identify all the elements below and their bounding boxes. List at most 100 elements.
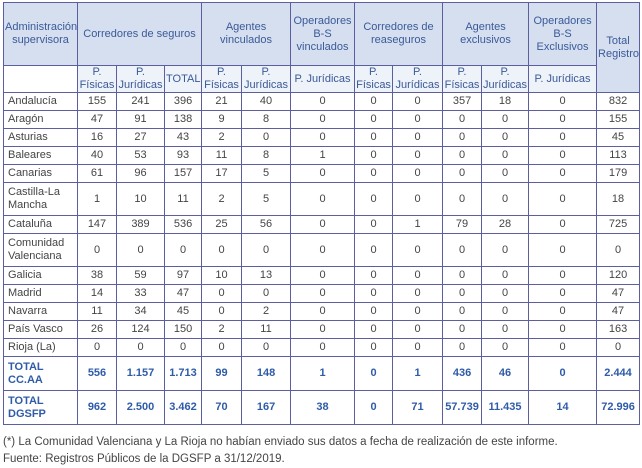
table-cell: 33 bbox=[116, 284, 165, 303]
subheader-cell: P. Jurídicas bbox=[116, 65, 165, 93]
table-cell: 0 bbox=[354, 320, 394, 339]
table-cell: 45 bbox=[163, 302, 203, 321]
table-cell: 389 bbox=[116, 215, 165, 234]
table-cell: 0 bbox=[163, 338, 203, 357]
table-cell: 0 bbox=[354, 110, 394, 129]
row-label: Asturias bbox=[3, 128, 78, 147]
table-cell: 0 bbox=[528, 233, 598, 267]
table-cell: 1 bbox=[392, 215, 444, 234]
table-cell: 93 bbox=[163, 146, 203, 165]
table-cell: 0 bbox=[392, 320, 444, 339]
table-cell: 0 bbox=[354, 215, 394, 234]
table-cell: 0 bbox=[392, 182, 444, 216]
table-cell: 10 bbox=[116, 182, 165, 216]
table-row: Madrid 14 33 47 0 0 0 0 0 0 0 0 47 bbox=[3, 284, 641, 303]
table-cell: 18 bbox=[596, 182, 641, 216]
subheader-cell: TOTAL bbox=[163, 65, 203, 93]
table-cell: 0 bbox=[442, 338, 483, 357]
table-cell: 0 bbox=[392, 146, 444, 165]
row-label: Andalucía bbox=[3, 92, 78, 111]
header-agentes-vinculados: Agentes vinculados bbox=[201, 2, 292, 66]
table-cell: 0 bbox=[290, 266, 356, 285]
table-cell: 0 bbox=[528, 128, 598, 147]
table-cell: 97 bbox=[163, 266, 203, 285]
header-corredores-seguros: Corredores de seguros bbox=[76, 2, 203, 66]
table-cell: 962 bbox=[77, 390, 117, 425]
table-row: Aragón 47 91 138 9 8 0 0 0 0 0 0 155 bbox=[3, 110, 641, 129]
table-cell: 113 bbox=[596, 146, 641, 165]
row-label: País Vasco bbox=[3, 320, 78, 339]
table-cell: 0 bbox=[528, 110, 598, 129]
table-cell: 0 bbox=[481, 164, 530, 183]
table-cell: 0 bbox=[442, 233, 483, 267]
table-cell: 1.157 bbox=[116, 356, 165, 391]
table-cell: 1 bbox=[290, 146, 356, 165]
table-cell: 0 bbox=[201, 302, 243, 321]
table-row: Baleares 40 53 93 11 8 1 0 0 0 0 0 113 bbox=[3, 146, 641, 165]
table-cell: 10 bbox=[201, 266, 243, 285]
subheader-cell: P. Físicas bbox=[201, 65, 243, 93]
table-cell: 0 bbox=[481, 320, 530, 339]
table-cell: 124 bbox=[116, 320, 165, 339]
total-row: TOTAL CC.AA 556 1.157 1.713 99 148 1 0 1 436 46 0 2.… bbox=[3, 356, 641, 391]
table-cell: 0 bbox=[392, 128, 444, 147]
table-cell: 536 bbox=[163, 215, 203, 234]
table-cell: 1.713 bbox=[163, 356, 203, 391]
table-cell: 79 bbox=[442, 215, 483, 234]
table-cell: 99 bbox=[201, 356, 243, 391]
table-cell: 0 bbox=[201, 338, 243, 357]
table-cell: 91 bbox=[116, 110, 165, 129]
footnote-note: (*) La Comunidad Valenciana y La Rioja n… bbox=[3, 436, 558, 448]
table-cell: 53 bbox=[116, 146, 165, 165]
table-cell: 396 bbox=[163, 92, 203, 111]
table-cell: 0 bbox=[481, 146, 530, 165]
table-cell: 2 bbox=[241, 302, 292, 321]
table-cell: 0 bbox=[290, 320, 356, 339]
table-cell: 0 bbox=[528, 215, 598, 234]
header-total-registro: Total Registro bbox=[596, 2, 641, 93]
table-cell: 0 bbox=[290, 215, 356, 234]
table-cell: 0 bbox=[354, 164, 394, 183]
header-corredores-reaseguros: Corredores de reaseguros bbox=[354, 2, 444, 66]
table-cell: 0 bbox=[392, 164, 444, 183]
total-row: TOTAL DGSFP 962 2.500 3.462 70 167 38 0 71 57.739… bbox=[3, 390, 641, 425]
row-label: Galicia bbox=[3, 266, 78, 285]
table-cell: 18 bbox=[481, 92, 530, 111]
subheader-cell: P. Físicas bbox=[442, 65, 483, 93]
table-cell: 0 bbox=[528, 356, 598, 391]
table-cell: 47 bbox=[163, 284, 203, 303]
table-cell: 0 bbox=[201, 233, 243, 267]
table-cell: 0 bbox=[528, 164, 598, 183]
table-cell: 0 bbox=[116, 338, 165, 357]
table-cell: 155 bbox=[77, 92, 117, 111]
table-cell: 26 bbox=[77, 320, 117, 339]
table-cell: 0 bbox=[354, 233, 394, 267]
table-cell: 0 bbox=[442, 302, 483, 321]
subheader-cell: P. Jurídicas bbox=[290, 65, 356, 93]
table-cell: 0 bbox=[116, 233, 165, 267]
table-cell: 0 bbox=[290, 92, 356, 111]
table-cell: 57.739 bbox=[442, 390, 483, 425]
table-cell: 148 bbox=[241, 356, 292, 391]
footnotes: (*) La Comunidad Valenciana y La Rioja n… bbox=[3, 434, 558, 468]
table-cell: 0 bbox=[528, 92, 598, 111]
table-cell: 0 bbox=[354, 128, 394, 147]
table-cell: 34 bbox=[116, 302, 165, 321]
table-cell: 0 bbox=[290, 182, 356, 216]
table-cell: 17 bbox=[201, 164, 243, 183]
row-label: Baleares bbox=[3, 146, 78, 165]
table-cell: 0 bbox=[392, 92, 444, 111]
table-cell: 179 bbox=[596, 164, 641, 183]
table-row: Canarias 61 96 157 17 5 0 0 0 0 0 0 179 bbox=[3, 164, 641, 183]
table-cell: 0 bbox=[354, 338, 394, 357]
table-cell: 13 bbox=[241, 266, 292, 285]
table-cell: 28 bbox=[481, 215, 530, 234]
table-cell: 59 bbox=[116, 266, 165, 285]
table-cell: 0 bbox=[442, 146, 483, 165]
table-cell: 0 bbox=[481, 284, 530, 303]
table-cell: 0 bbox=[481, 233, 530, 267]
table-cell: 71 bbox=[392, 390, 444, 425]
table-cell: 2 bbox=[201, 320, 243, 339]
table-cell: 11 bbox=[163, 182, 203, 216]
table-cell: 14 bbox=[77, 284, 117, 303]
